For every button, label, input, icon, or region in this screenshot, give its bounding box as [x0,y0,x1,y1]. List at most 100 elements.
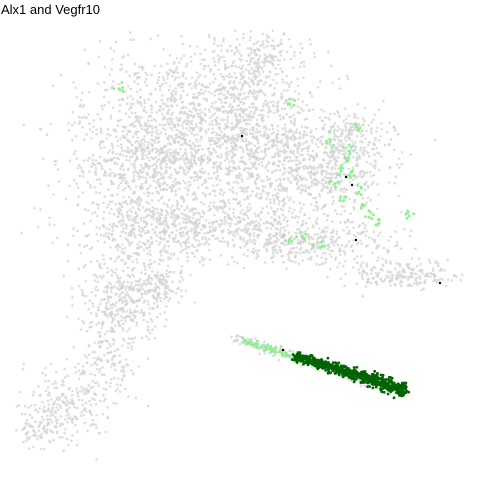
background-cell-point [290,151,294,154]
background-cell-point [180,289,183,292]
background-cell-point [105,304,108,308]
background-cell-point [216,116,219,119]
background-cell-point [185,231,189,234]
background-cell-point [174,234,178,237]
background-cell-point [106,307,110,310]
background-cell-point [276,147,279,151]
background-cell-point [240,108,244,112]
background-cell-point [86,159,89,162]
background-cell-point [140,271,143,274]
background-cell-point [95,275,99,279]
background-cell-point [301,259,304,262]
background-cell-point [327,162,331,166]
background-cell-point [360,273,364,276]
background-cell-point [43,379,47,383]
background-cell-point [263,149,267,153]
background-cell-point [169,119,172,123]
background-cell-point [344,126,348,130]
chart-title: Alx1 and Vegfr10 [1,2,101,17]
background-cell-point [190,110,194,114]
background-cell-point [204,120,207,123]
background-cell-point [133,169,137,172]
background-cell-point [286,89,289,92]
background-cell-point [71,393,74,397]
background-cell-point [281,254,284,258]
background-cell-point [241,147,244,151]
background-cell-point [83,421,86,425]
background-cell-point [165,188,169,192]
background-cell-point [204,194,207,198]
background-cell-point [307,109,311,112]
background-cell-point [300,61,303,65]
background-cell-point [114,389,118,393]
background-cell-point [157,159,160,162]
background-cell-point [124,296,127,299]
background-cell-point [103,311,107,314]
background-cell-point [271,223,274,226]
background-cell-point [126,330,129,333]
background-cell-point [290,97,294,101]
background-cell-point [190,151,193,154]
background-cell-point [361,151,365,154]
background-cell-point [20,231,23,235]
background-cell-point [103,65,107,69]
background-cell-point [421,271,424,275]
background-cell-point [157,75,161,79]
background-cell-point [122,154,125,157]
background-cell-point [336,265,339,269]
background-cell-point [106,315,109,318]
background-cell-point [93,362,96,366]
background-cell-point [143,299,146,302]
background-cell-point [78,390,82,393]
background-cell-point [83,222,86,225]
background-cell-point [331,249,335,253]
background-cell-point [254,166,258,170]
background-cell-point [134,185,138,188]
background-cell-point [166,224,170,228]
background-cell-point [87,62,90,66]
background-cell-point [328,160,331,163]
background-cell-point [102,217,105,220]
background-cell-point [78,120,82,123]
background-cell-point [151,164,154,167]
background-cell-point [90,165,93,168]
background-cell-point [208,225,212,229]
background-cell-point [410,284,413,288]
background-cell-point [120,97,124,100]
background-cell-point [184,187,187,190]
background-cell-point [351,249,355,252]
background-cell-point [320,235,324,239]
background-cell-point [121,205,124,209]
background-cell-point [130,198,133,202]
background-cell-point [179,156,183,160]
background-cell-point [153,230,157,234]
background-cell-point [90,246,94,249]
background-cell-point [155,174,159,177]
background-cell-point [54,410,57,413]
background-cell-point [45,414,49,418]
background-cell-point [236,222,240,225]
background-cell-point [249,152,252,155]
background-cell-point [240,137,244,140]
background-cell-point [228,188,232,191]
background-cell-point [292,113,296,117]
background-cell-point [299,153,302,157]
background-cell-point [239,77,243,81]
background-cell-point [44,373,48,377]
background-cell-point [360,254,363,258]
background-cell-point [177,76,181,79]
background-cell-point [335,238,339,241]
background-cell-point [83,115,86,119]
background-cell-point [106,346,109,350]
background-cell-point [59,73,63,77]
background-cell-point [171,280,174,284]
background-cell-point [396,240,399,244]
background-cell-point [163,217,166,220]
background-cell-point [174,193,178,197]
background-cell-point [203,181,206,185]
background-cell-point [201,147,204,151]
background-cell-point [89,260,93,264]
background-cell-point [48,391,51,394]
background-cell-point [179,147,182,151]
background-cell-point [220,155,223,159]
